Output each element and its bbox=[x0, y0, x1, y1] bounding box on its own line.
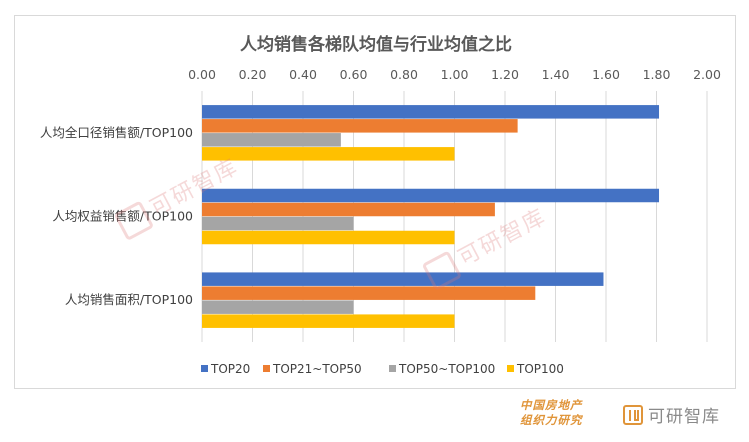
category-labels: 人均全口径销售额/TOP100 人均权益销售额/TOP100 人均销售面积/TOP1… bbox=[40, 125, 193, 307]
bar bbox=[202, 314, 455, 328]
bar bbox=[202, 147, 455, 161]
chart-frame: 人均销售各梯队均值与行业均值之比 0.00 0.20 0.40 0.60 0.80 1.0… bbox=[14, 15, 736, 389]
x-tick-label: 1.80 bbox=[643, 67, 671, 82]
legend-label: TOP20 bbox=[210, 362, 250, 376]
chart-svg: 人均销售各梯队均值与行业均值之比 0.00 0.20 0.40 0.60 0.80 1.0… bbox=[40, 34, 721, 376]
category-label: 人均全口径销售额/TOP100 bbox=[40, 125, 193, 140]
footer-logo: 可研智库 bbox=[623, 402, 720, 427]
chart-title: 人均销售各梯队均值与行业均值之比 bbox=[240, 34, 512, 55]
legend-swatch bbox=[263, 365, 270, 372]
x-axis-ticks: 0.00 0.20 0.40 0.60 0.80 1.00 1.20 1.40 1.60 1.80… bbox=[188, 67, 721, 82]
legend-swatch bbox=[201, 365, 208, 372]
x-tick-label: 0.40 bbox=[289, 67, 317, 82]
gridlines bbox=[201, 91, 708, 342]
legend-swatch bbox=[389, 365, 396, 372]
x-tick-label: 1.00 bbox=[441, 67, 469, 82]
bar bbox=[202, 216, 354, 231]
logo-icon bbox=[623, 404, 643, 425]
bar bbox=[202, 300, 354, 314]
x-tick-label: 0.00 bbox=[188, 67, 216, 82]
x-tick-label: 1.60 bbox=[592, 67, 620, 82]
bars bbox=[202, 105, 660, 328]
x-tick-label: 1.20 bbox=[491, 67, 519, 82]
x-tick-label: 0.20 bbox=[239, 67, 267, 82]
bar bbox=[202, 202, 495, 217]
legend-swatch bbox=[507, 365, 514, 372]
legend-label: TOP50~TOP100 bbox=[398, 362, 495, 376]
bar bbox=[202, 286, 536, 300]
bar bbox=[202, 272, 604, 286]
legend-label: TOP100 bbox=[516, 362, 564, 376]
bar bbox=[202, 133, 341, 147]
legend: TOP20 TOP21~TOP50 TOP50~TOP100 TOP100 bbox=[201, 362, 564, 376]
footer-org: 中国房地产 组织力研究 bbox=[520, 398, 610, 428]
category-label: 人均权益销售额/TOP100 bbox=[52, 209, 193, 224]
footer-logo-text: 可研智库 bbox=[648, 407, 720, 427]
bar bbox=[202, 119, 518, 133]
footer-org-line2: 组织力研究 bbox=[520, 413, 583, 427]
x-tick-label: 0.80 bbox=[390, 67, 418, 82]
legend-label: TOP21~TOP50 bbox=[272, 362, 362, 376]
x-tick-label: 0.60 bbox=[340, 67, 368, 82]
bar bbox=[202, 230, 455, 245]
footer-org-line1: 中国房地产 bbox=[520, 398, 583, 412]
bar bbox=[202, 188, 660, 203]
bar bbox=[202, 105, 660, 119]
x-tick-label: 2.00 bbox=[693, 67, 721, 82]
category-label: 人均销售面积/TOP100 bbox=[65, 292, 193, 307]
x-tick-label: 1.40 bbox=[542, 67, 570, 82]
